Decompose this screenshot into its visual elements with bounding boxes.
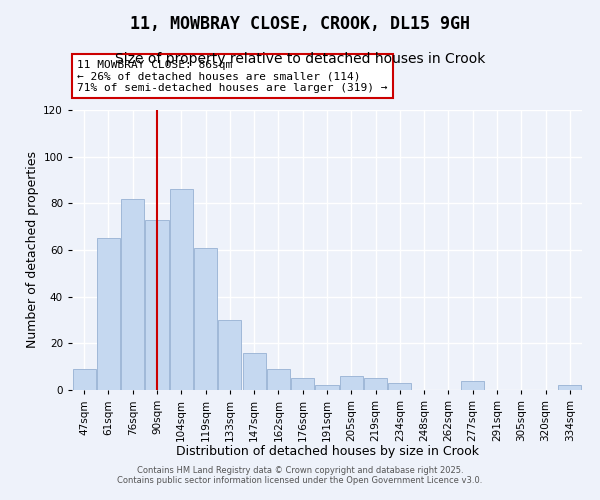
Bar bbox=[121, 198, 144, 390]
Bar bbox=[73, 369, 95, 390]
Bar bbox=[194, 248, 217, 390]
Bar bbox=[388, 383, 412, 390]
Text: Size of property relative to detached houses in Crook: Size of property relative to detached ho… bbox=[115, 52, 485, 66]
Text: Contains HM Land Registry data © Crown copyright and database right 2025.
Contai: Contains HM Land Registry data © Crown c… bbox=[118, 466, 482, 485]
Text: 11, MOWBRAY CLOSE, CROOK, DL15 9GH: 11, MOWBRAY CLOSE, CROOK, DL15 9GH bbox=[130, 15, 470, 33]
Bar bbox=[218, 320, 241, 390]
X-axis label: Distribution of detached houses by size in Crook: Distribution of detached houses by size … bbox=[176, 446, 479, 458]
Bar bbox=[267, 369, 290, 390]
Bar bbox=[242, 352, 266, 390]
Bar bbox=[291, 378, 314, 390]
Bar bbox=[340, 376, 363, 390]
Bar bbox=[461, 380, 484, 390]
Bar bbox=[364, 378, 387, 390]
Bar bbox=[170, 190, 193, 390]
Bar bbox=[145, 220, 169, 390]
Bar bbox=[97, 238, 120, 390]
Bar bbox=[559, 386, 581, 390]
Text: 11 MOWBRAY CLOSE: 86sqm
← 26% of detached houses are smaller (114)
71% of semi-d: 11 MOWBRAY CLOSE: 86sqm ← 26% of detache… bbox=[77, 60, 388, 93]
Y-axis label: Number of detached properties: Number of detached properties bbox=[26, 152, 39, 348]
Bar bbox=[316, 386, 338, 390]
